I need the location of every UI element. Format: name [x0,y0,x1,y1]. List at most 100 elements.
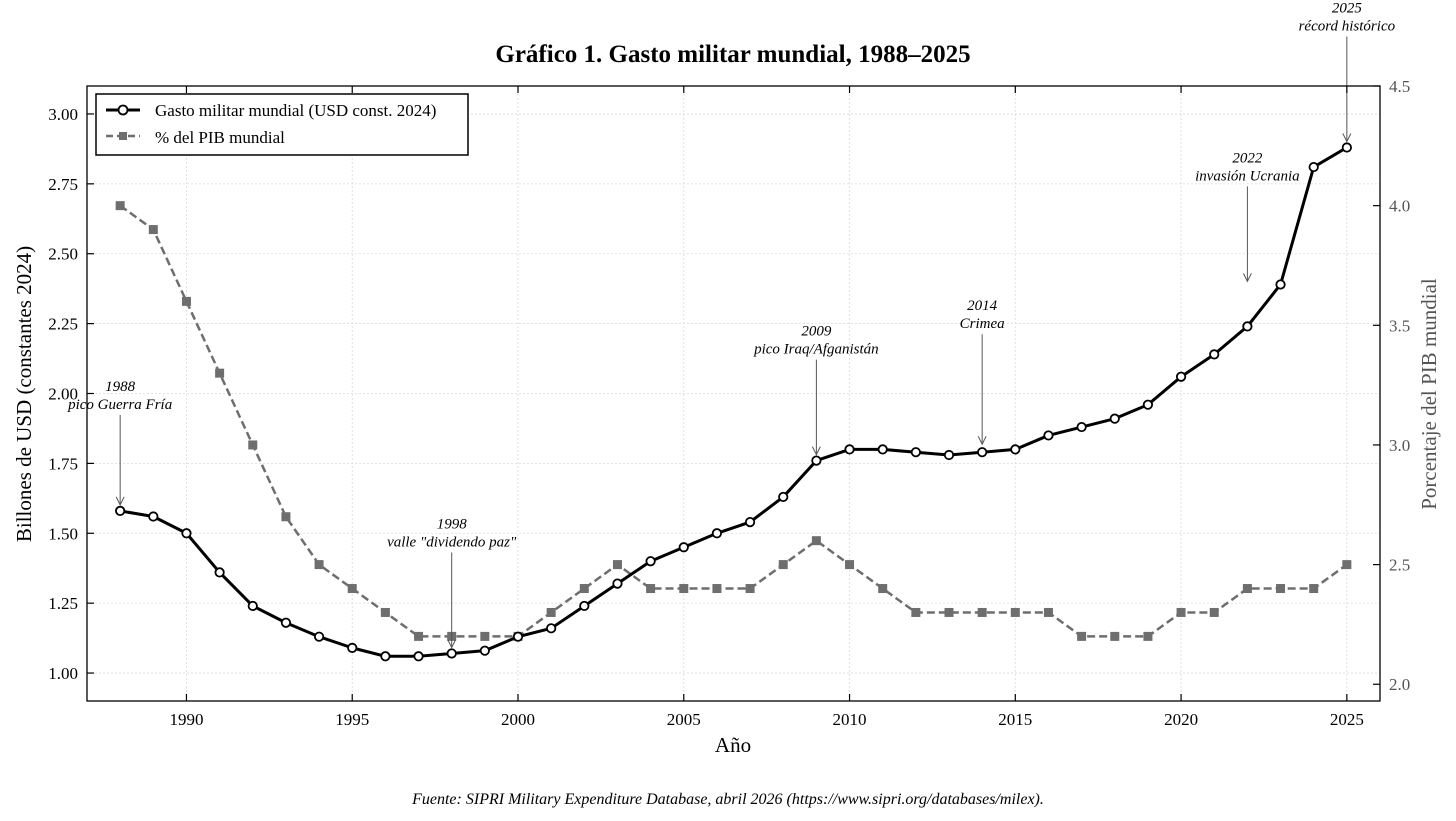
gdp-share-point [579,584,589,594]
gdp-share-point [811,536,821,546]
spending-point [1341,142,1352,153]
spending-point [347,642,358,653]
spending-point [811,455,822,466]
annotation-text: Crimea [960,316,1005,332]
spending-point [1308,161,1319,173]
gdp-share-point [612,560,622,570]
legend-box [95,93,469,156]
x-tick-label: 2000 [501,710,535,729]
spending-line [119,146,1348,658]
spending-point [546,623,557,634]
y-tick-label-left: 2.00 [48,385,78,404]
gdp-share-point [248,440,258,450]
gdp-share-point [1342,560,1352,570]
x-tick-label: 2010 [833,710,867,729]
spending-point [115,505,126,517]
spending-point [711,528,723,539]
chart-title: Gráfico 1. Gasto militar mundial, 1988–2… [495,41,970,68]
annotation-year: 2014 [967,298,998,314]
spending-point [280,617,292,628]
gdp-share-point [845,560,855,570]
spending-point [778,491,789,503]
legend-label-gdp: % del PIB mundial [155,128,285,147]
annotation-arrowhead [115,496,125,507]
spending-point [1043,430,1054,441]
y-tick-label-left: 1.25 [48,594,78,613]
y-tick-label-left: 3.00 [48,105,78,124]
spending-point [844,444,855,455]
annotation-text: pico Iraq/Afganistán [753,342,879,358]
y-tick-label-left: 2.25 [48,315,78,334]
spending-point [579,600,590,612]
annotation-text: récord histórico [1299,19,1396,35]
x-tick-label: 2015 [998,710,1032,729]
annotation-year: 1998 [437,516,468,532]
spending-point [1076,421,1087,433]
spending-point [1209,349,1220,360]
gdp-share-point [646,584,656,594]
legend-marker-spending [117,104,129,116]
annotation-year: 2025 [1332,1,1363,17]
x-tick-label: 1995 [335,710,369,729]
gdp-share-point [1143,631,1153,641]
gdp-share-point [944,607,954,617]
gdp-share-point [148,225,158,235]
gdp-share-point [1209,607,1219,617]
series-lines [119,146,1348,658]
gdp-share-point [1276,584,1286,594]
gdp-share-point [480,631,490,641]
spending-point [148,511,159,522]
source-note: Fuente: SIPRI Military Expenditure Datab… [411,791,1044,808]
y-tick-label-right: 2.5 [1389,556,1410,575]
y-tick-label-left: 1.50 [48,524,78,543]
annotation-text: valle "dividendo paz" [387,534,517,550]
spending-point [1010,444,1021,455]
y-tick-label-left: 1.75 [48,454,78,473]
series-markers [115,142,1352,662]
gdp-share-point [1077,631,1087,641]
legend-marker-gdp [119,132,127,140]
annotation-year: 2009 [801,324,832,340]
spending-point [214,567,225,578]
spending-point [744,516,756,528]
gdp-share-point [712,584,722,594]
gdp-share-point [1043,607,1053,617]
spending-point [479,645,490,656]
spending-point [678,542,689,553]
plot-frame [86,85,1381,702]
gdp-share-point [414,631,424,641]
y-tick-label-right: 4.5 [1389,77,1410,96]
annotations: 1988 pico Guerra Fría 1998 valle "dividendo… [67,1,1396,649]
y-tick-label-left: 1.00 [48,664,78,683]
spending-point [446,648,457,659]
x-tick-label: 2020 [1164,710,1198,729]
gdp-share-point [115,201,125,211]
legend: Gasto militar mundial (USD const. 2024) … [95,93,469,156]
annotation-year: 1988 [105,379,136,395]
spending-point [512,631,524,642]
spending-point [1242,321,1253,332]
gdp-share-point [281,512,291,522]
y-axis-label-right: Porcentaje del PIB mundial [1417,278,1441,510]
y-tick-label-left: 2.50 [48,245,78,264]
gdp-share-point [1010,607,1020,617]
x-tick-label: 2005 [667,710,701,729]
spending-point [612,578,623,589]
gdp-share-point [977,607,987,617]
gdp-share-point [911,607,921,617]
x-axis-label: Año [715,733,751,757]
x-tick-label: 1990 [169,710,203,729]
annotation-arrowhead [1242,273,1252,283]
gdp-share-point [215,368,225,378]
y-tick-label-right: 3.5 [1389,316,1410,335]
gdp-share-point [347,584,357,594]
annotation-text: pico Guerra Fría [67,397,172,413]
gdp-share-line [119,204,1348,638]
annotation-arrowhead [811,446,821,456]
spending-point [910,447,921,458]
gdp-share-point [1309,584,1319,594]
y-axis-label-left: Billones de USD (constantes 2024) [12,246,36,542]
gdp-share-point [778,560,788,570]
spending-point [181,528,192,539]
gdp-share-point [314,560,324,570]
